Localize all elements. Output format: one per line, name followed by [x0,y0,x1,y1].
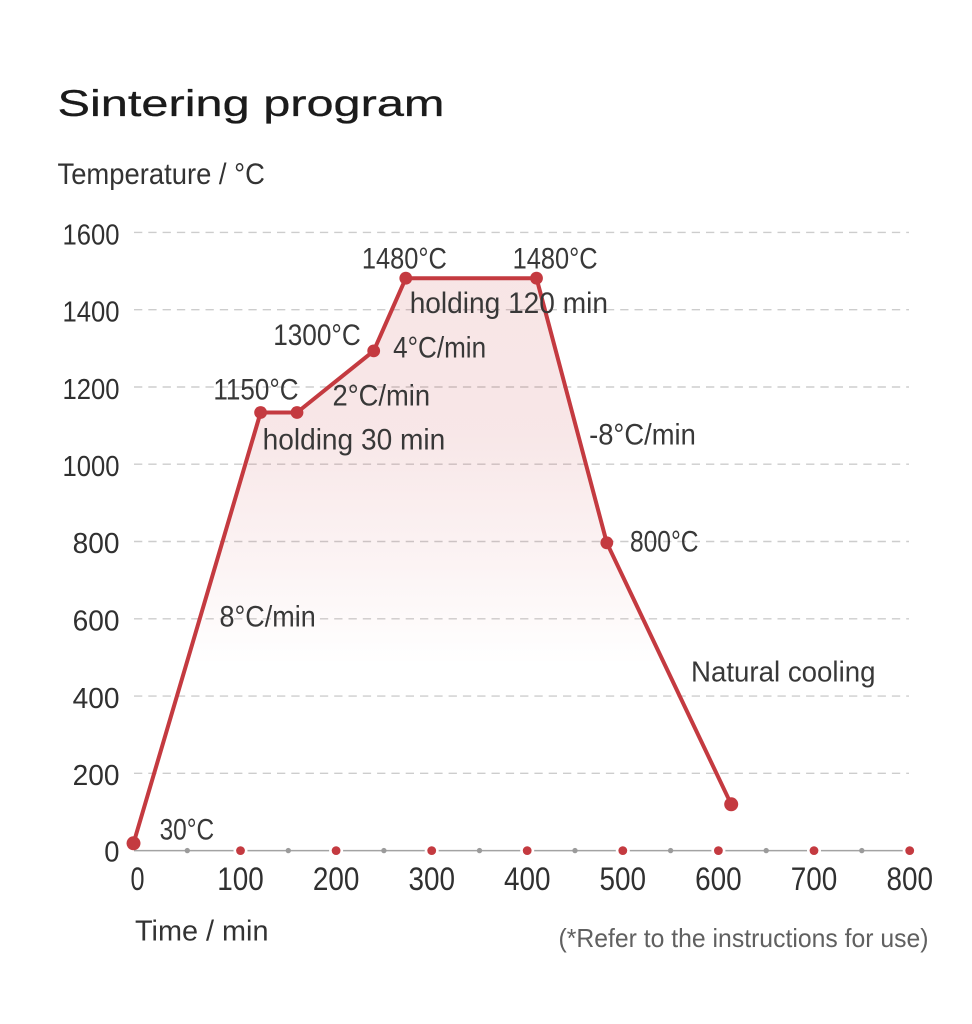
svg-text:Temperature / °C: Temperature / °C [58,158,265,191]
svg-text:800: 800 [73,528,120,560]
svg-text:1480°C: 1480°C [513,242,598,275]
svg-text:500: 500 [600,861,647,897]
svg-text:30°C: 30°C [160,814,215,847]
svg-text:600: 600 [695,861,742,897]
svg-text:1480°C: 1480°C [362,242,447,275]
svg-text:1000: 1000 [63,451,120,483]
svg-text:400: 400 [73,683,120,715]
svg-text:1400: 1400 [63,297,120,329]
svg-text:1600: 1600 [63,220,120,252]
svg-text:4°C/min: 4°C/min [393,331,486,364]
svg-text:1150°C: 1150°C [213,374,298,407]
svg-text:800°C: 800°C [630,526,699,559]
svg-text:Natural cooling: Natural cooling [691,657,876,689]
svg-text:0: 0 [131,861,145,897]
svg-text:(*Refer to the instructions fo: (*Refer to the instructions for use) [559,923,929,953]
svg-text:200: 200 [313,861,360,897]
svg-text:8°C/min: 8°C/min [220,600,316,633]
svg-text:Time / min: Time / min [135,915,269,947]
svg-text:0: 0 [104,837,119,869]
svg-text:800: 800 [886,861,933,897]
svg-text:Sintering program: Sintering program [58,83,445,124]
svg-text:2°C/min: 2°C/min [333,379,431,412]
svg-text:100: 100 [217,861,264,897]
svg-text:700: 700 [791,861,838,897]
svg-text:1300°C: 1300°C [273,319,361,352]
svg-text:1200: 1200 [63,374,120,406]
svg-text:400: 400 [504,861,551,897]
svg-text:200: 200 [73,760,120,792]
svg-text:300: 300 [408,861,455,897]
svg-text:holding 120 min: holding 120 min [410,287,608,320]
svg-text:-8°C/min: -8°C/min [589,418,696,451]
svg-text:600: 600 [73,606,120,638]
svg-text:holding 30 min: holding 30 min [263,424,446,457]
